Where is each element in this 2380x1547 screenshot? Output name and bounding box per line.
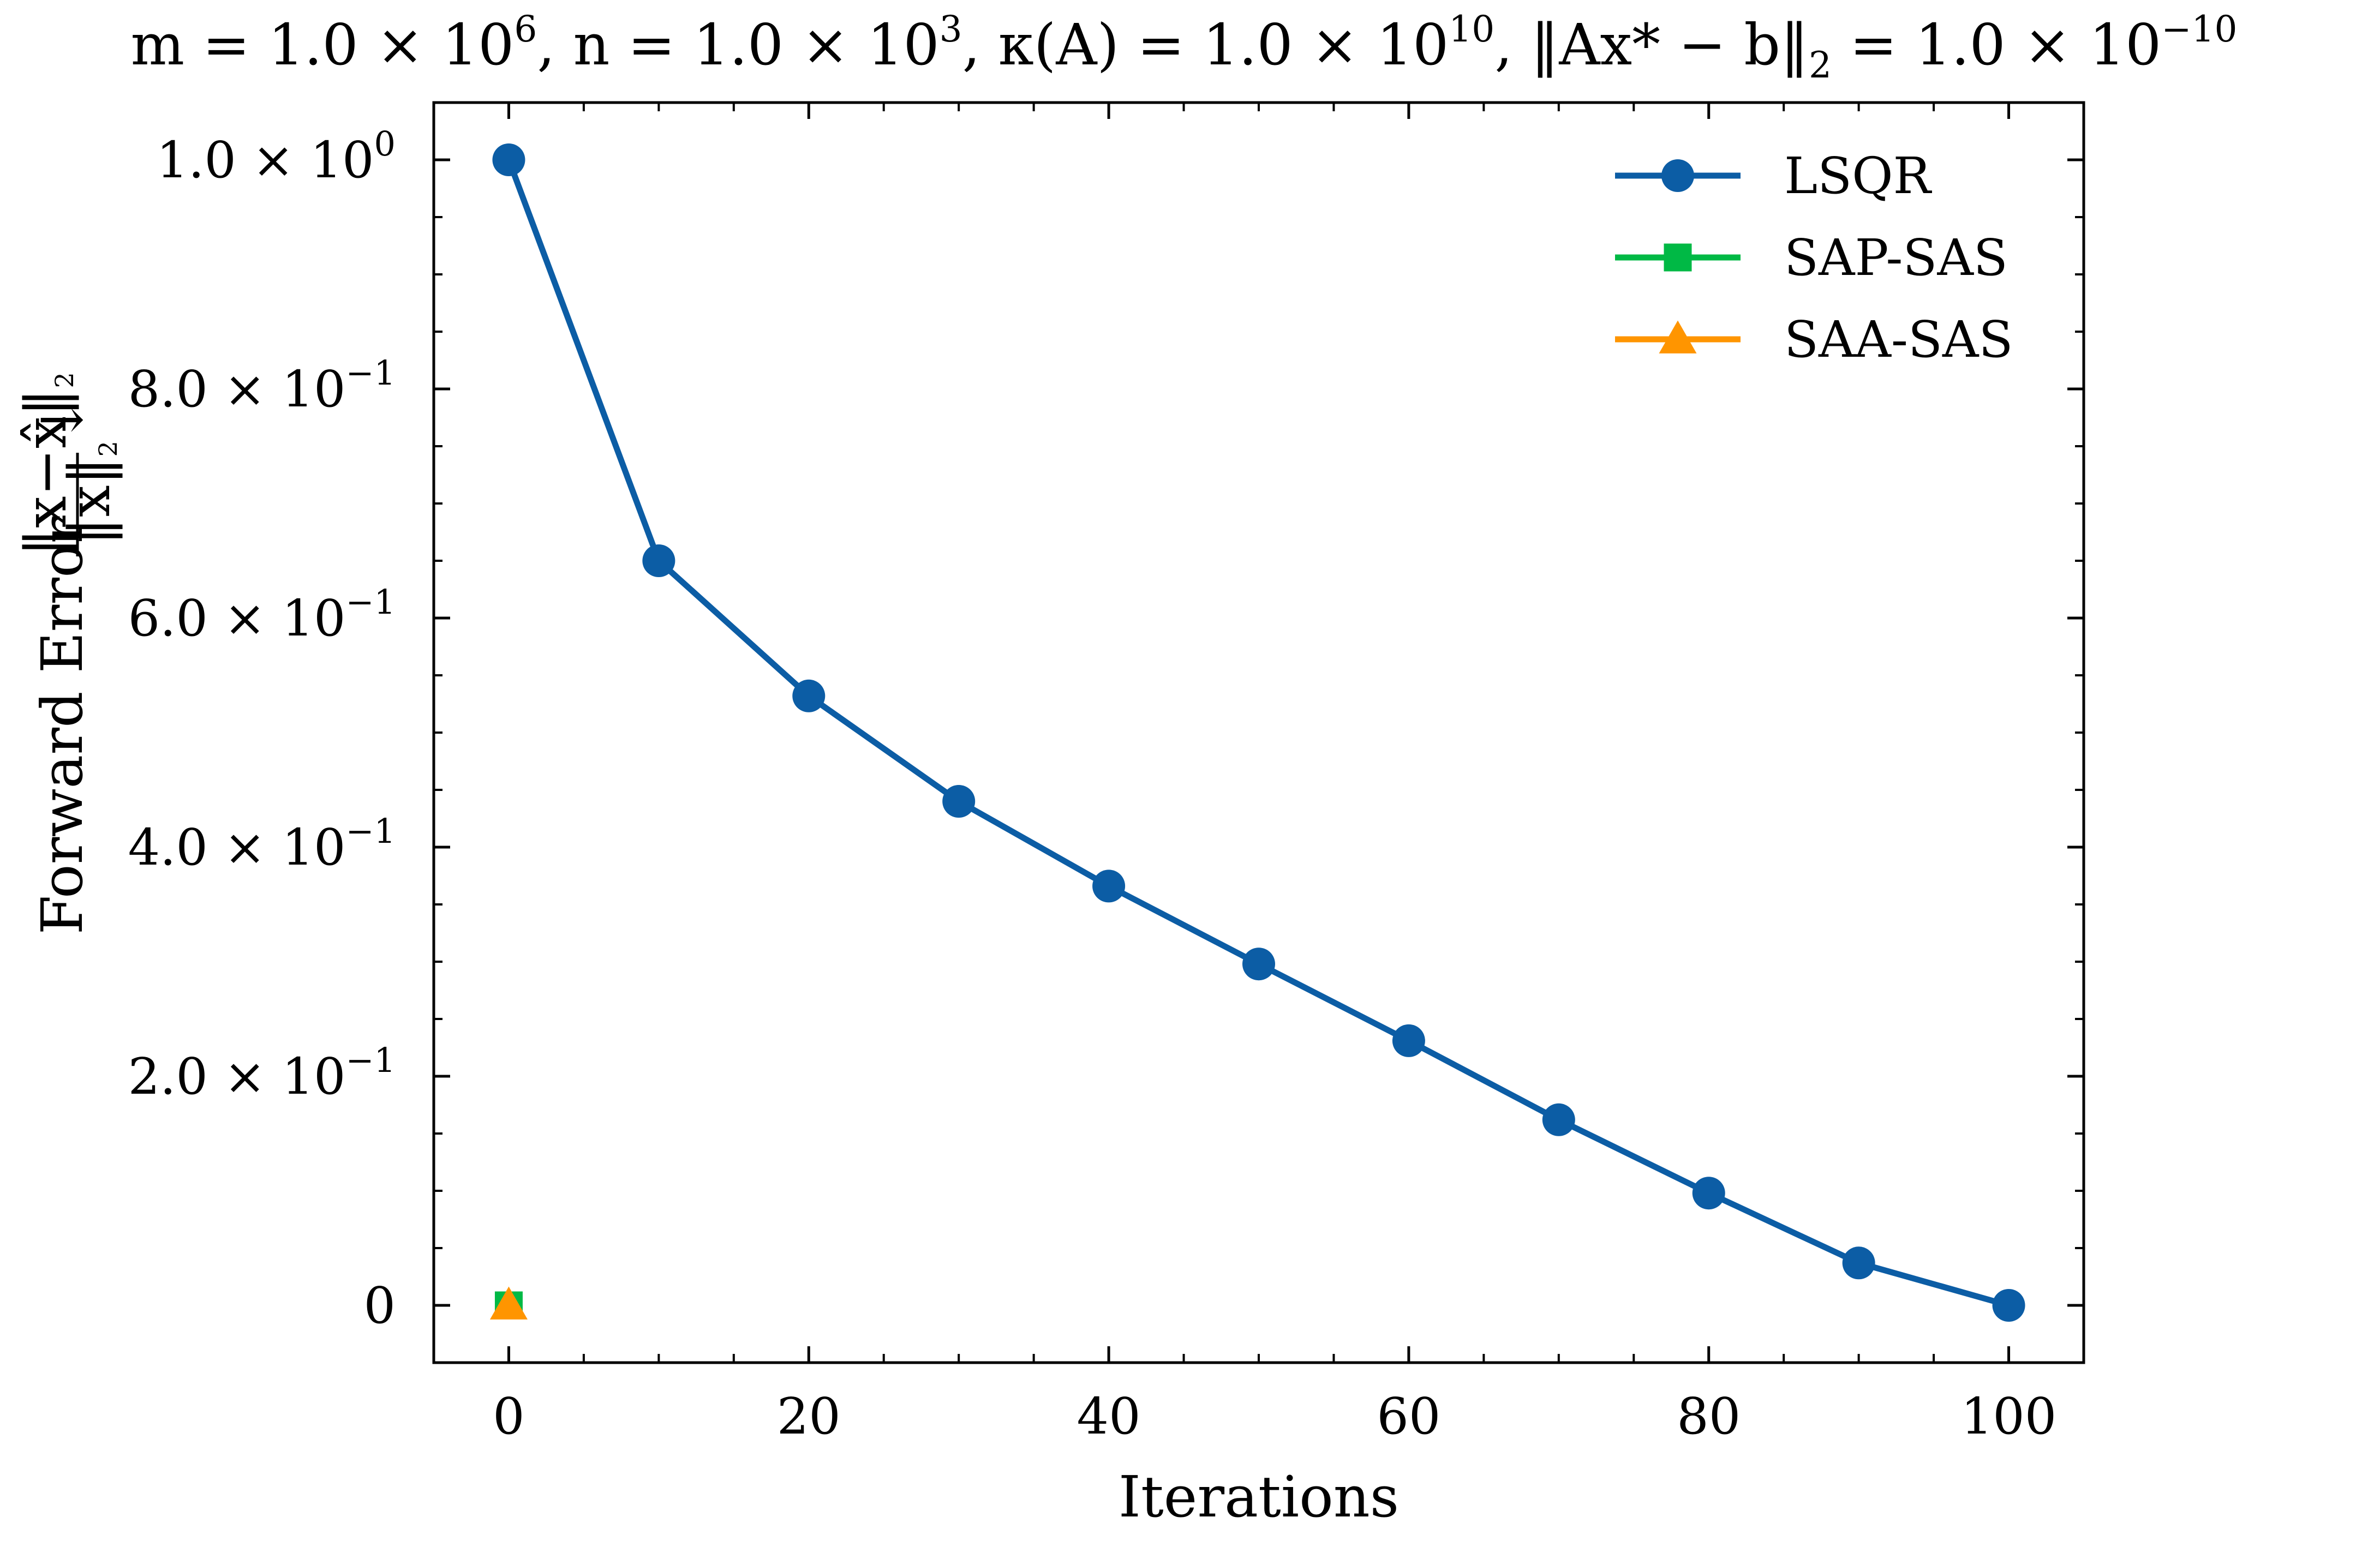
axis-ticks [433, 101, 2085, 1364]
svg-text:↓: ↓ [29, 396, 95, 443]
data-point [489, 1286, 528, 1320]
svg-text:‖x−x̂‖2: ‖x−x̂‖2 [13, 372, 79, 556]
x-tick-label: 100 [1961, 1387, 2057, 1446]
title-residual-sub: 2 [1809, 44, 1832, 86]
x-tick-label: 20 [777, 1387, 841, 1446]
legend-marker [1664, 243, 1692, 272]
axis-tick-labels: 0 20 40 60 80 100 0 2.0 × 10−1 4.0 × 10−1 6.0 × 1… [128, 124, 2057, 1446]
title-n-exp: 3 [940, 8, 962, 50]
plot-frame [432, 101, 2085, 1364]
title-residual-exp: −10 [2161, 8, 2237, 50]
data-point [1992, 1289, 2025, 1322]
legend-label: LSQR [1784, 147, 1933, 205]
y-label-denominator-sub: 2 [93, 441, 123, 457]
legend-label: SAP-SAS [1784, 229, 2008, 287]
x-tick-label: 60 [1377, 1387, 1440, 1446]
title-m: m = 1.0 × 10 [130, 11, 514, 78]
x-tick-label: 0 [493, 1387, 525, 1446]
data-point [1242, 948, 1275, 981]
svg-text:‖x‖2: ‖x‖2 [56, 441, 123, 545]
title-kappa: , κ(A) = 1.0 × 10 [962, 11, 1449, 78]
legend-label: SAA-SAS [1784, 310, 2013, 369]
series-layer [489, 143, 2025, 1322]
y-tick-label: 1.0 × 100 [157, 124, 396, 189]
legend-marker [1661, 159, 1694, 192]
y-tick-label: 4.0 × 10−1 [128, 811, 396, 877]
title-kappa-exp: 10 [1449, 8, 1494, 50]
data-point [642, 544, 675, 577]
data-point [1542, 1103, 1575, 1136]
y-tick-label: 2.0 × 10−1 [128, 1040, 396, 1106]
y-label-numerator: ‖x−x̂‖ [13, 388, 79, 556]
svg-text:Forward Error: Forward Error [29, 516, 95, 934]
y-label-arrow: ↓ [29, 396, 95, 443]
data-point [792, 679, 826, 712]
y-label-text: Forward Error [29, 516, 95, 934]
x-tick-label: 80 [1677, 1387, 1741, 1446]
legend-entry: SAP-SAS [1615, 229, 2008, 287]
y-label-denominator: ‖x‖ [56, 457, 123, 545]
series-saa-sas [489, 1286, 528, 1320]
y-tick-label: 8.0 × 10−1 [128, 353, 396, 418]
y-tick-label: 6.0 × 10−1 [128, 582, 396, 647]
y-tick-label: 0 [363, 1276, 396, 1335]
legend-entry: SAA-SAS [1615, 310, 2013, 369]
x-tick-label: 40 [1077, 1387, 1141, 1446]
chart-title: m = 1.0 × 106, n = 1.0 × 103, κ(A) = 1.0… [130, 8, 2237, 86]
x-axis-label: Iterations [1119, 1464, 1399, 1530]
title-residual: , ‖Ax* − b‖ [1494, 11, 1809, 78]
y-axis-label: Forward Error ‖x−x̂‖2 ‖x‖2 ↓ [13, 372, 123, 934]
legend-entry: LSQR [1615, 147, 1933, 205]
data-point [1392, 1024, 1425, 1057]
data-point [1842, 1246, 1875, 1280]
title-n: , n = 1.0 × 10 [537, 11, 939, 78]
data-point [492, 143, 525, 176]
legend: LSQR SAP-SAS SAA-SAS [1615, 147, 2013, 369]
legend-marker [1659, 320, 1697, 353]
data-point [1692, 1177, 1725, 1210]
data-point [1092, 870, 1126, 903]
title-m-exp: 6 [514, 8, 537, 50]
y-label-numerator-sub: 2 [50, 372, 79, 388]
data-point [942, 785, 976, 818]
title-residual-value: = 1.0 × 10 [1832, 11, 2161, 78]
series-lsqr [492, 143, 2025, 1322]
